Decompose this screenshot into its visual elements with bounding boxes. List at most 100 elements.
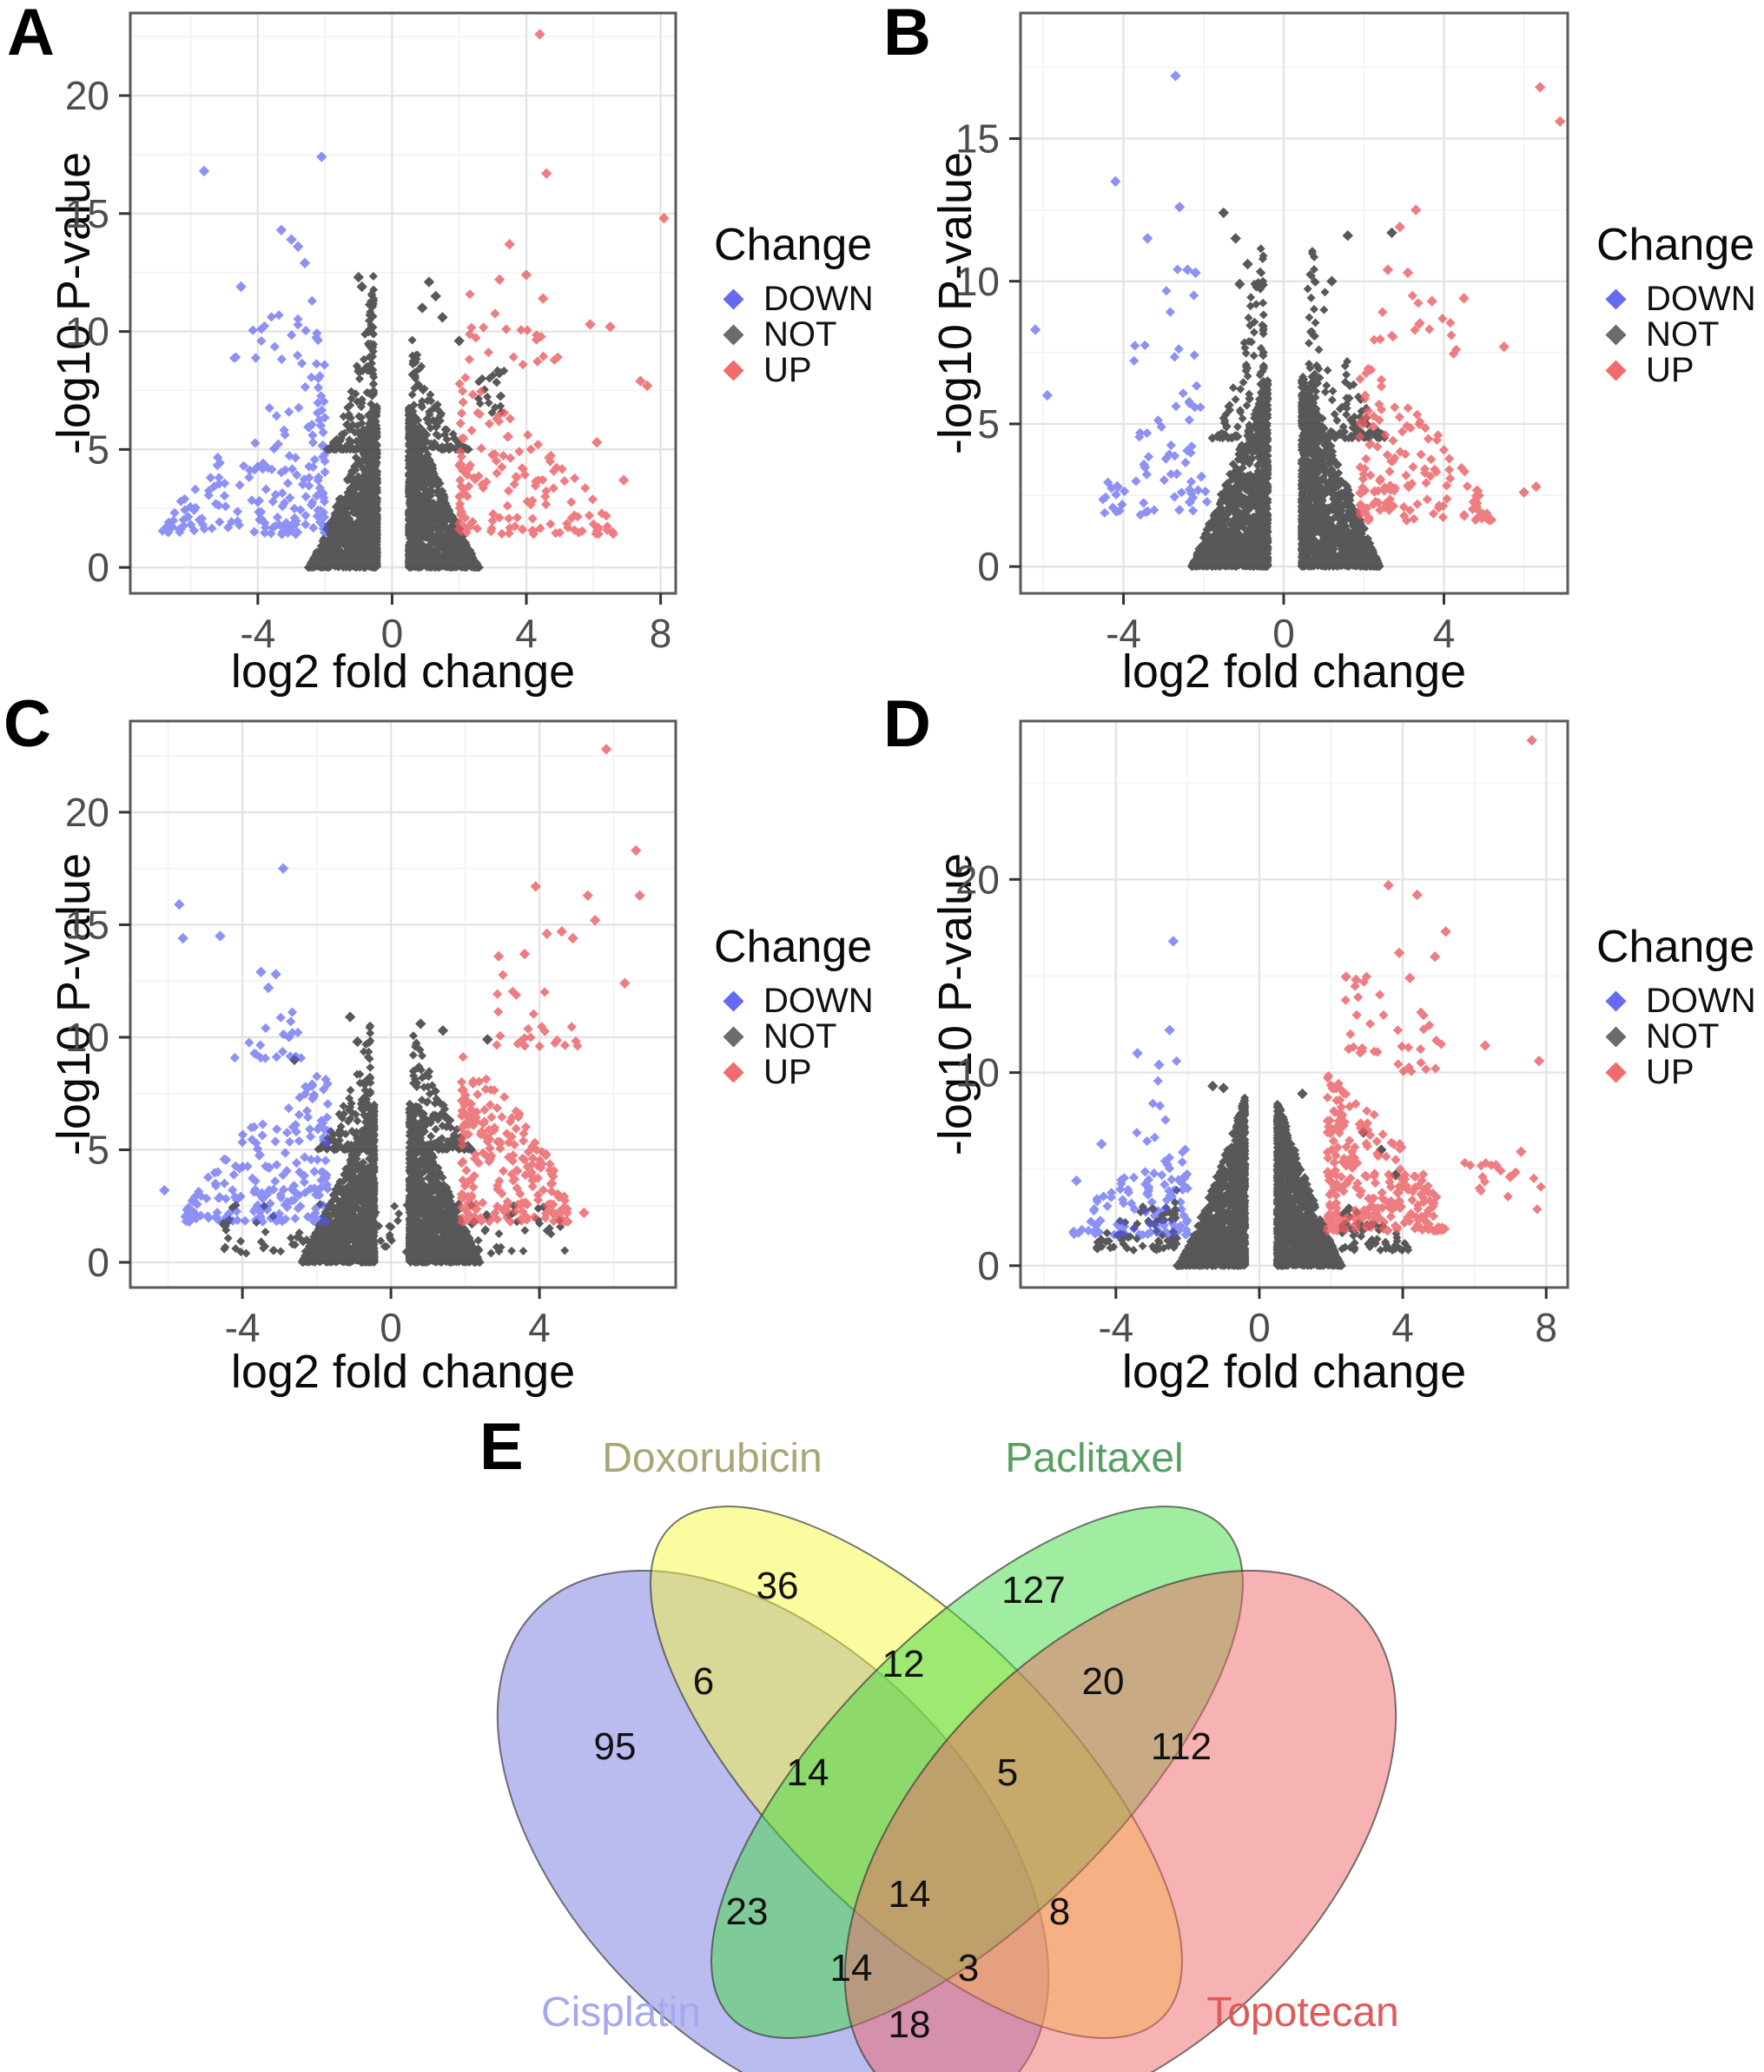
venn-set-label-doxorubicin: Doxorubicin — [602, 1442, 822, 1481]
legend-entry-down: DOWN — [723, 982, 874, 1020]
legend-change-b: Change DOWN NOT UP — [1596, 219, 1756, 389]
legend-entry-up: UP — [723, 351, 874, 389]
legend-entry-up: UP — [723, 1053, 874, 1091]
venn-diagram: 95 36 127 112 6 12 20 23 8 18 14 5 3 14 14 Cisplatin Dox… — [496, 1442, 1399, 2072]
legend-label: NOT — [1646, 1017, 1720, 1056]
x-axis-title-a: log2 fold change — [230, 645, 576, 698]
legend-entry-down: DOWN — [1605, 280, 1756, 318]
venn-count-cpt: 14 — [830, 1947, 873, 1989]
x-axis-title-c: log2 fold change — [230, 1346, 576, 1398]
tick-label-y: 15 — [65, 903, 109, 948]
legend-entry-down: DOWN — [723, 280, 874, 318]
panel-label-e: E — [479, 1410, 524, 1484]
venn-set-label-topotecan: Topotecan — [1206, 1989, 1399, 2036]
tick-label-y: 5 — [87, 1128, 109, 1173]
legend-entry-not: NOT — [1605, 315, 1756, 354]
volcano-plot-D: -4 0 4 8 0 10 20 — [955, 719, 1569, 1350]
legend-entry-up: UP — [1605, 1053, 1756, 1091]
panel-border — [129, 719, 677, 1289]
venn-set-label-cisplatin: Cisplatin — [541, 1989, 701, 2036]
tick-label-x: 8 — [1535, 1305, 1557, 1350]
legend-label: DOWN — [1646, 982, 1756, 1020]
plot-background — [1021, 13, 1568, 593]
legend-title: Change — [1596, 922, 1755, 972]
venn-count-t: 112 — [1151, 1725, 1212, 1768]
legend-label: NOT — [1646, 315, 1720, 354]
tick-label-x: 4 — [1391, 1305, 1414, 1350]
legend-label: UP — [1646, 1053, 1695, 1091]
venn-count-cdt: 3 — [958, 1947, 979, 1989]
venn-ellipse-topotecan — [843, 1569, 1397, 2072]
tick-label-y: 15 — [65, 191, 109, 236]
venn-count-d: 36 — [756, 1565, 799, 1607]
venn-count-pt: 20 — [1082, 1660, 1125, 1703]
legend-label: DOWN — [763, 280, 874, 318]
tick-label-y: 5 — [87, 427, 109, 472]
legend-entry-up: UP — [1605, 351, 1756, 389]
tick-label-x: 4 — [515, 611, 538, 656]
tick-label-x: 0 — [1272, 611, 1295, 656]
volcano-plot-C: -4 0 4 0 5 10 15 20 — [65, 719, 677, 1350]
tick-label-y: 20 — [65, 790, 109, 835]
legend-label: NOT — [763, 315, 837, 354]
venn-count-dp: 12 — [882, 1643, 925, 1685]
panel-label-b: B — [883, 0, 931, 70]
tick-label-y: 10 — [955, 259, 1000, 304]
tick-label-x: 4 — [528, 1305, 551, 1350]
legend-change-a: Change DOWN NOT UP — [714, 219, 874, 389]
venn-count-cp: 23 — [726, 1890, 769, 1933]
tick-label-y: 10 — [955, 1050, 1000, 1096]
venn-set-label-paclitaxel: Paclitaxel — [1005, 1442, 1183, 1481]
volcano-plot-B: -4 0 4 0 5 10 15 — [955, 11, 1569, 656]
legend-change-c: Change DOWN NOT UP — [714, 921, 874, 1091]
points-down — [1068, 936, 1193, 1240]
tick-label-y: 0 — [87, 1240, 109, 1285]
venn-count-p: 127 — [1001, 1569, 1065, 1612]
panel-border — [1019, 11, 1569, 595]
venn-count-cdpt: 14 — [889, 1873, 931, 1916]
tick-label-x: 8 — [650, 611, 672, 656]
legend-entry-not: NOT — [723, 315, 874, 354]
points-down — [159, 863, 333, 1227]
tick-label-x: 4 — [1433, 611, 1456, 656]
tick-label-y: 20 — [65, 73, 109, 118]
venn-count-c: 95 — [594, 1725, 637, 1768]
tick-label-x: -4 — [225, 1305, 261, 1350]
panel-label-c: C — [3, 687, 51, 761]
legend-entry-not: NOT — [1605, 1017, 1756, 1056]
legend-label: UP — [763, 1053, 812, 1091]
panel-border — [1019, 719, 1569, 1289]
tick-label-x: -4 — [1106, 611, 1141, 656]
tick-label-y: 15 — [955, 116, 1000, 162]
tick-label-y: 5 — [977, 401, 1000, 447]
legend-label: NOT — [763, 1017, 837, 1056]
plot-background — [130, 721, 676, 1288]
venn-count-ct: 18 — [889, 2003, 931, 2046]
panel-label-d: D — [883, 687, 931, 761]
x-axis-title-d: log2 fold change — [1121, 1346, 1467, 1398]
volcano-plot-A: -4 0 4 8 0 5 10 15 20 — [65, 11, 677, 656]
points-up — [1355, 82, 1566, 526]
points-up — [456, 744, 645, 1227]
tick-label-x: -4 — [1098, 1305, 1133, 1350]
panel-border — [129, 11, 677, 595]
legend-change-d: Change DOWN NOT UP — [1596, 921, 1756, 1091]
legend-label: DOWN — [763, 982, 874, 1020]
legend-entry-not: NOT — [723, 1017, 874, 1056]
points-not — [1187, 207, 1397, 572]
legend-title: Change — [714, 922, 873, 972]
legend-label: DOWN — [1646, 280, 1756, 318]
tick-label-y: 0 — [977, 1243, 1000, 1288]
venn-count-dt: 8 — [1049, 1890, 1070, 1933]
tick-label-y: 0 — [977, 544, 1000, 589]
venn-count-cdp: 14 — [787, 1751, 829, 1794]
points-up — [1322, 735, 1546, 1236]
points-down — [157, 151, 330, 540]
tick-label-x: 0 — [380, 1305, 402, 1350]
tick-label-y: 0 — [87, 545, 109, 590]
panel-label-a: A — [7, 0, 55, 70]
tick-label-x: 0 — [381, 611, 404, 656]
legend-title: Change — [714, 220, 873, 270]
tick-label-x: -4 — [240, 611, 275, 656]
